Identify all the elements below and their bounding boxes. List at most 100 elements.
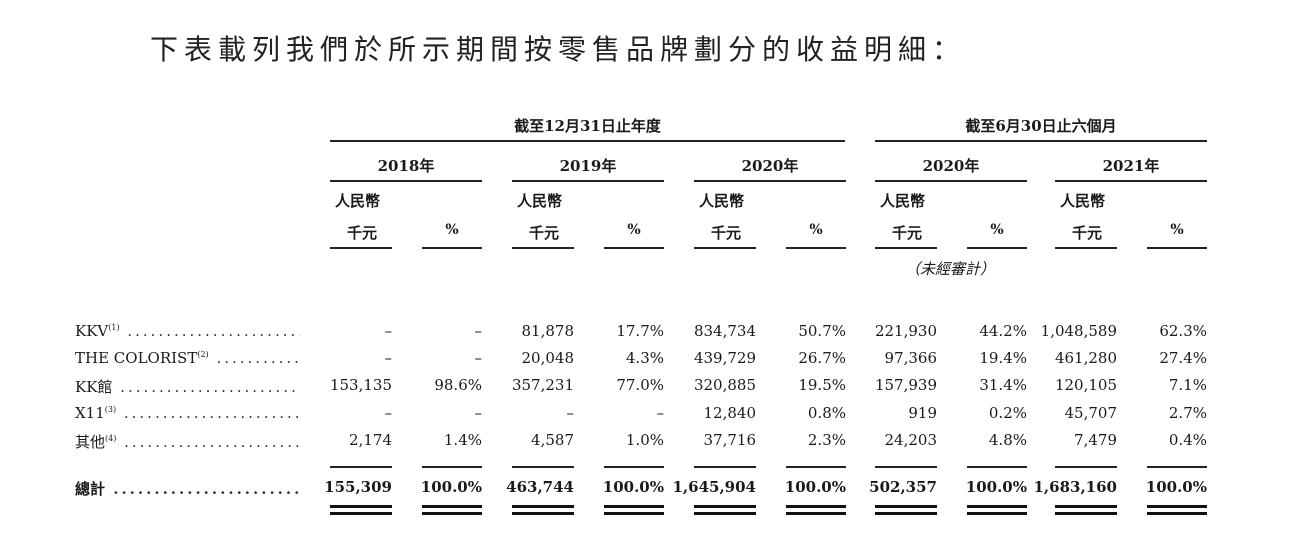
footnote-marker: (1) bbox=[108, 323, 120, 332]
year-rule-2020-interim bbox=[875, 180, 1027, 182]
total-double-rule bbox=[786, 512, 846, 515]
table-cell: 4,587 bbox=[531, 431, 574, 449]
table-cell: 12,840 bbox=[703, 404, 757, 422]
currency-label-2020-interim: 人民幣 bbox=[880, 192, 926, 210]
table-cell: 221,930 bbox=[874, 322, 937, 340]
thousand-label-2019: 千元 bbox=[529, 224, 560, 242]
subtotal-rule bbox=[786, 466, 846, 468]
subtotal-rule bbox=[604, 466, 664, 468]
pct-label-2018: % bbox=[445, 222, 459, 238]
subtotal-rule bbox=[1055, 466, 1117, 468]
table-cell: 4.3% bbox=[625, 349, 664, 367]
pct-label-2019: % bbox=[627, 222, 641, 238]
table-cell: 17.7% bbox=[616, 322, 664, 340]
row-label: 其他(4) ..................................… bbox=[75, 431, 300, 452]
table-cell: 0.4% bbox=[1168, 431, 1207, 449]
annual-group-header: 截至12月31日止年度 bbox=[514, 117, 661, 135]
year-header-2020-annual: 2020年 bbox=[741, 157, 799, 175]
table-cell: – bbox=[566, 404, 575, 422]
total-cell: 100.0% bbox=[1145, 478, 1207, 496]
total-double-rule bbox=[967, 512, 1027, 515]
pct-label-2021-interim: % bbox=[1170, 222, 1184, 238]
total-cell: 155,309 bbox=[324, 478, 392, 496]
row-label-text: KKV bbox=[75, 322, 109, 340]
six-months-group-header: 截至6月30日止六個月 bbox=[965, 117, 1117, 135]
table-cell: – bbox=[474, 349, 483, 367]
pct-label-2020-interim: % bbox=[990, 222, 1004, 238]
row-label-text: 總計 bbox=[75, 480, 106, 498]
annual-group-rule bbox=[330, 140, 845, 142]
total-double-rule bbox=[512, 505, 574, 508]
table-cell: 357,231 bbox=[511, 376, 574, 394]
thousand-label-2020-interim: 千元 bbox=[892, 224, 923, 242]
table-cell: 7.1% bbox=[1168, 376, 1207, 394]
footnote-marker: (2) bbox=[197, 350, 209, 359]
total-cell: 1,645,904 bbox=[672, 478, 756, 496]
thousand-label-2018: 千元 bbox=[347, 224, 378, 242]
table-cell: 120,105 bbox=[1054, 376, 1117, 394]
row-label: X11(3) .................................… bbox=[75, 404, 300, 422]
unit-rule-2020-annual-pct bbox=[786, 247, 846, 249]
table-cell: 157,939 bbox=[874, 376, 937, 394]
table-cell: 98.6% bbox=[434, 376, 482, 394]
thousand-label-2021-interim: 千元 bbox=[1072, 224, 1103, 242]
table-cell: 7,479 bbox=[1074, 431, 1117, 449]
table-cell: 97,366 bbox=[884, 349, 938, 367]
subtotal-rule bbox=[422, 466, 482, 468]
currency-label-2018: 人民幣 bbox=[335, 192, 381, 210]
unit-rule-2018-pct bbox=[422, 247, 482, 249]
dot-leader: ........................................… bbox=[216, 349, 300, 367]
table-cell: 919 bbox=[908, 404, 937, 422]
dot-leader: ........................................… bbox=[123, 404, 300, 422]
subtotal-rule bbox=[694, 466, 756, 468]
table-cell: 44.2% bbox=[979, 322, 1027, 340]
row-label-text: KK館 bbox=[75, 378, 113, 396]
table-cell: 1.4% bbox=[443, 431, 482, 449]
total-cell: 463,744 bbox=[506, 478, 574, 496]
row-label: 總計 .....................................… bbox=[75, 478, 300, 499]
pct-label-2020-annual: % bbox=[809, 222, 823, 238]
subtotal-rule bbox=[330, 466, 392, 468]
unit-rule-2020-interim-amount bbox=[875, 247, 937, 249]
table-cell: 24,203 bbox=[884, 431, 938, 449]
unaudited-label: （未經審計） bbox=[905, 260, 996, 278]
table-cell: 19.5% bbox=[798, 376, 846, 394]
table-cell: 45,707 bbox=[1064, 404, 1118, 422]
year-rule-2019 bbox=[512, 180, 664, 182]
total-double-rule bbox=[1147, 505, 1207, 508]
unit-rule-2019-amount bbox=[512, 247, 574, 249]
dot-leader: ........................................… bbox=[120, 378, 300, 396]
total-double-rule bbox=[330, 512, 392, 515]
table-cell: 2,174 bbox=[349, 431, 392, 449]
table-cell: 2.3% bbox=[807, 431, 846, 449]
total-double-rule bbox=[786, 505, 846, 508]
unit-rule-2018-amount bbox=[330, 247, 392, 249]
table-cell: – bbox=[656, 404, 665, 422]
total-cell: 502,357 bbox=[869, 478, 937, 496]
row-label-text: THE COLORIST bbox=[75, 349, 198, 367]
total-cell: 1,683,160 bbox=[1033, 478, 1117, 496]
total-double-rule bbox=[694, 505, 756, 508]
year-rule-2021-interim bbox=[1055, 180, 1207, 182]
table-cell: 153,135 bbox=[329, 376, 392, 394]
table-cell: – bbox=[384, 404, 393, 422]
total-double-rule bbox=[330, 505, 392, 508]
year-rule-2018 bbox=[330, 180, 482, 182]
dot-leader: ........................................… bbox=[124, 433, 300, 451]
row-label: THE COLORIST(2) ........................… bbox=[75, 349, 300, 367]
six-months-group-rule bbox=[875, 140, 1207, 142]
total-double-rule bbox=[604, 505, 664, 508]
subtotal-rule bbox=[512, 466, 574, 468]
row-label: KKV(1) .................................… bbox=[75, 322, 300, 340]
year-header-2021-interim: 2021年 bbox=[1102, 157, 1160, 175]
total-double-rule bbox=[1055, 512, 1117, 515]
unit-rule-2020-annual-amount bbox=[694, 247, 756, 249]
dot-leader: ........................................… bbox=[113, 480, 300, 498]
row-label-text: X11 bbox=[75, 404, 105, 422]
table-cell: 2.7% bbox=[1168, 404, 1207, 422]
dot-leader: ........................................… bbox=[127, 322, 300, 340]
table-cell: 81,878 bbox=[521, 322, 575, 340]
row-label: KK館 ....................................… bbox=[75, 376, 300, 397]
currency-label-2019: 人民幣 bbox=[517, 192, 563, 210]
table-cell: 19.4% bbox=[979, 349, 1027, 367]
